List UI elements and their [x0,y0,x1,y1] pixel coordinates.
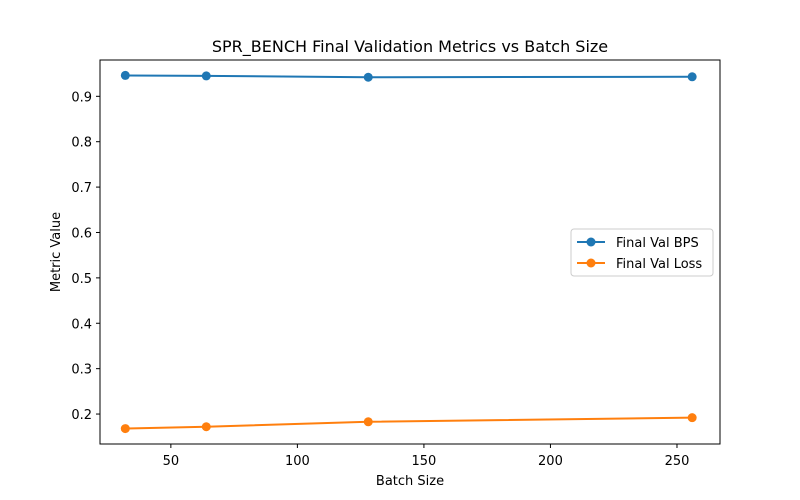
x-axis-title: Batch Size [376,474,444,489]
data-point [201,71,211,81]
legend-marker [586,237,596,247]
data-point [120,424,130,434]
legend-marker [586,258,596,268]
x-tick-label: 200 [538,454,563,469]
data-point [687,413,697,423]
data-point [120,70,130,80]
series-line-0 [125,74,693,79]
y-tick-label: 0.8 [71,136,92,151]
x-axis: 50 100 150 200 250 [163,444,690,469]
series-line-1 [125,416,693,430]
chart-title: SPR_BENCH Final Validation Metrics vs Ba… [212,37,608,57]
y-axis-title: Metric Value [49,212,64,292]
legend: Final Val BPS Final Val Loss [570,228,714,277]
x-tick-label: 250 [665,454,690,469]
y-tick-label: 0.6 [71,226,92,241]
data-point [201,422,211,432]
data-point [363,417,373,427]
legend-label: Final Val BPS [616,236,699,251]
x-tick-label: 100 [285,454,310,469]
series-layer [120,70,697,434]
y-tick-label: 0.3 [71,363,92,378]
y-tick-label: 0.4 [71,317,92,332]
y-tick-label: 0.9 [71,90,92,105]
legend-label: Final Val Loss [616,257,702,272]
y-tick-label: 0.7 [71,181,92,196]
y-tick-label: 0.5 [71,272,92,287]
data-point [687,72,697,82]
legend-box [570,228,714,277]
y-axis: 0.2 0.3 0.4 0.5 0.6 0.7 0.8 0.9 [71,90,100,423]
x-tick-label: 50 [163,454,180,469]
data-point [363,72,373,82]
y-tick-label: 0.2 [71,408,92,423]
x-tick-label: 150 [412,454,437,469]
plot-frame [99,59,721,445]
